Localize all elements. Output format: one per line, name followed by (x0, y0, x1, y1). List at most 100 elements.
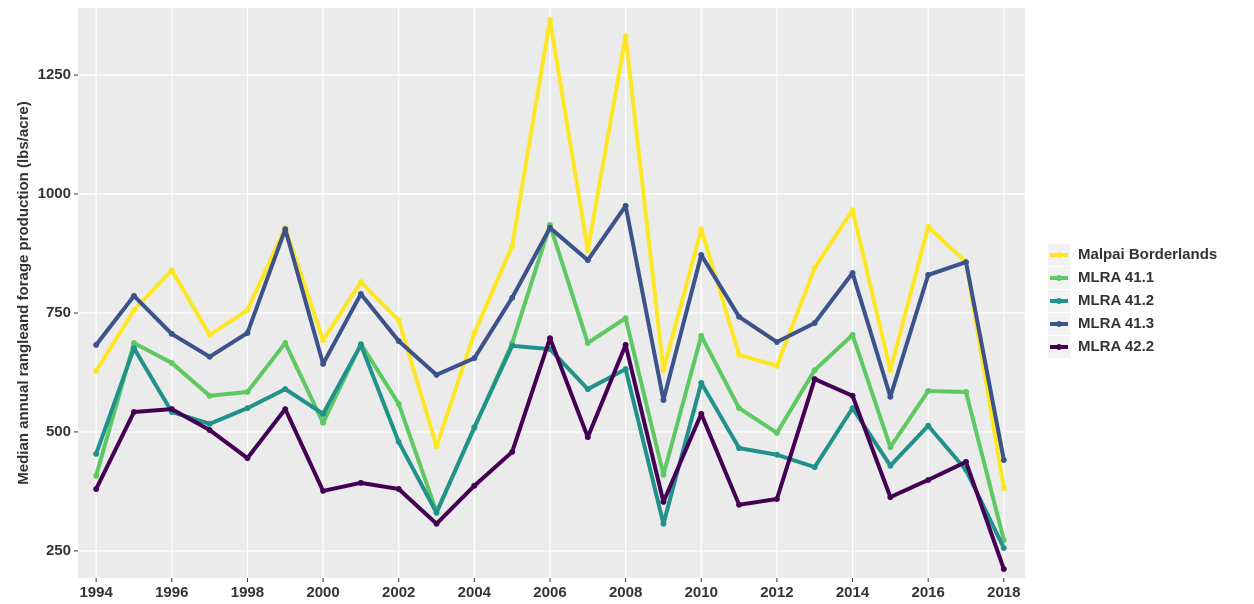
data-point (736, 501, 743, 508)
data-point (698, 410, 705, 417)
data-point (584, 247, 591, 254)
data-point (130, 307, 137, 314)
y-tick-label: 1000 (38, 185, 71, 202)
data-point (660, 471, 667, 478)
data-point (773, 339, 780, 346)
data-point (546, 335, 553, 342)
data-point (433, 520, 440, 527)
data-point (130, 408, 137, 415)
x-tick-label: 2006 (533, 584, 566, 601)
data-point (471, 329, 478, 336)
x-tick-label: 2018 (987, 584, 1020, 601)
data-point (925, 223, 932, 230)
data-point (736, 445, 743, 452)
data-point (168, 359, 175, 366)
data-point (471, 482, 478, 489)
data-point (811, 367, 818, 374)
x-tick-label: 1996 (155, 584, 188, 601)
data-point (584, 339, 591, 346)
legend-dot (1056, 298, 1062, 304)
data-point (509, 342, 516, 349)
legend-label: MLRA 42.2 (1078, 338, 1154, 355)
data-point (320, 410, 327, 417)
data-point (320, 419, 327, 426)
data-point (130, 339, 137, 346)
data-point (244, 455, 251, 462)
data-point (282, 406, 289, 413)
data-point (206, 392, 213, 399)
legend-dot (1056, 252, 1062, 258)
x-tick-label: 1994 (79, 584, 113, 601)
data-point (925, 388, 932, 395)
data-point (622, 315, 629, 322)
data-point (168, 330, 175, 337)
data-point (660, 498, 667, 505)
x-tick-label: 2008 (609, 584, 642, 601)
y-tick-label: 250 (46, 542, 71, 559)
data-point (282, 386, 289, 393)
data-point (849, 207, 856, 214)
data-point (357, 479, 364, 486)
data-point (660, 520, 667, 527)
data-point (93, 486, 100, 493)
x-tick-label: 2012 (760, 584, 793, 601)
data-point (509, 242, 516, 249)
data-point (963, 388, 970, 395)
y-tick-label: 1250 (38, 66, 71, 83)
data-point (849, 270, 856, 277)
data-point (395, 400, 402, 407)
data-point (1000, 545, 1007, 552)
plot-panel (78, 8, 1025, 578)
x-tick-label: 2000 (306, 584, 339, 601)
data-point (395, 486, 402, 493)
data-point (849, 392, 856, 399)
legend-label: MLRA 41.2 (1078, 292, 1154, 309)
data-point (1000, 485, 1007, 492)
data-point (622, 33, 629, 40)
legend-label: MLRA 41.3 (1078, 315, 1154, 332)
data-point (282, 226, 289, 233)
x-tick-label: 1998 (231, 584, 264, 601)
data-point (736, 313, 743, 320)
data-point (206, 427, 213, 434)
data-point (811, 376, 818, 383)
data-point (509, 448, 516, 455)
data-point (698, 226, 705, 233)
legend-dot (1056, 344, 1062, 350)
data-point (168, 406, 175, 413)
data-point (357, 290, 364, 297)
data-point (849, 405, 856, 412)
data-point (698, 379, 705, 386)
data-point (773, 451, 780, 458)
data-point (168, 267, 175, 274)
data-point (357, 279, 364, 286)
data-point (206, 420, 213, 427)
data-point (433, 509, 440, 516)
legend-dot (1056, 321, 1062, 327)
data-point (244, 329, 251, 336)
data-point (963, 458, 970, 465)
data-point (244, 307, 251, 314)
data-point (433, 371, 440, 378)
data-point (93, 450, 100, 457)
data-point (887, 494, 894, 501)
data-point (130, 345, 137, 352)
data-point (584, 386, 591, 393)
data-point (206, 331, 213, 338)
data-point (660, 367, 667, 374)
data-point (93, 368, 100, 375)
data-point (887, 444, 894, 451)
data-point (925, 271, 932, 278)
data-point (433, 443, 440, 450)
data-point (1000, 565, 1007, 572)
data-point (584, 434, 591, 441)
data-point (622, 366, 629, 373)
data-point (93, 472, 100, 479)
y-tick-label: 500 (46, 423, 71, 440)
data-point (698, 251, 705, 258)
data-point (622, 341, 629, 348)
data-point (773, 496, 780, 503)
data-point (811, 264, 818, 271)
data-point (546, 16, 553, 23)
